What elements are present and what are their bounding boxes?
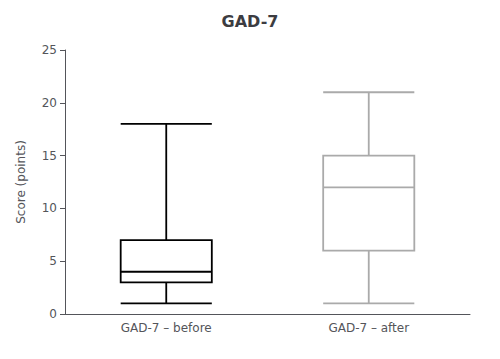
svg-text:GAD-7 – before: GAD-7 – before: [121, 321, 212, 335]
svg-text:15: 15: [42, 149, 57, 163]
svg-text:GAD-7: GAD-7: [222, 12, 279, 31]
svg-text:10: 10: [42, 201, 57, 215]
svg-text:20: 20: [42, 96, 57, 110]
svg-text:25: 25: [42, 43, 57, 57]
svg-text:Score (points): Score (points): [14, 140, 28, 224]
svg-text:5: 5: [49, 254, 57, 268]
svg-text:0: 0: [49, 307, 57, 321]
svg-text:GAD-7 – after: GAD-7 – after: [328, 321, 409, 335]
